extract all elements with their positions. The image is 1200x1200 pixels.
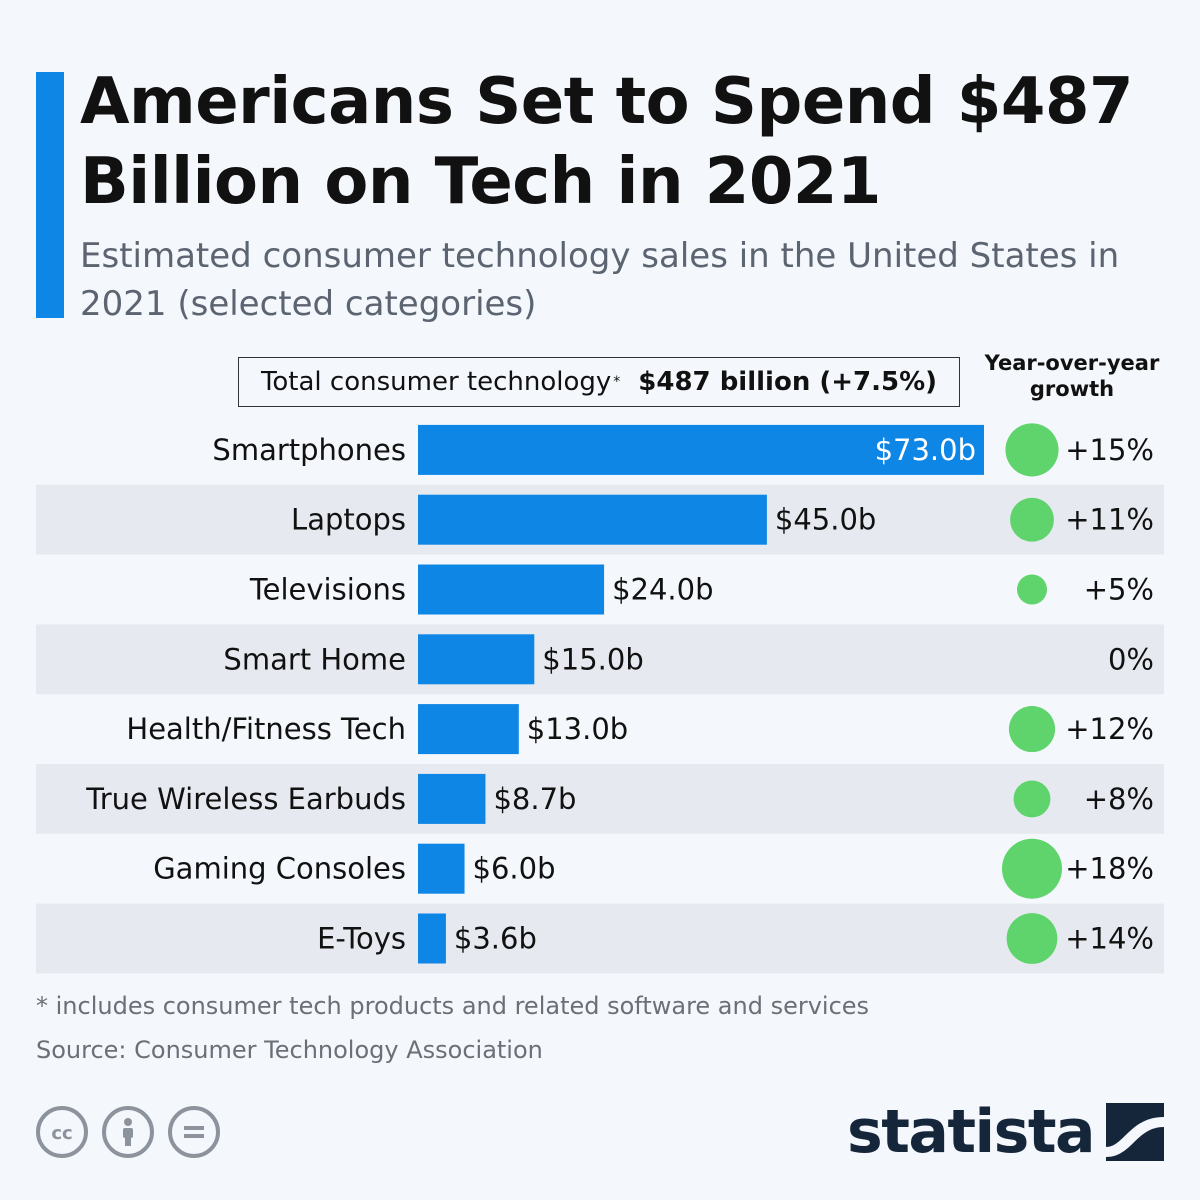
value-label: $6.0b xyxy=(473,852,556,886)
no-derivatives-icon[interactable] xyxy=(168,1106,220,1158)
growth-bubble xyxy=(1006,913,1058,964)
attribution-icon[interactable] xyxy=(102,1106,154,1158)
growth-bubble xyxy=(1008,706,1056,753)
svg-text:cc: cc xyxy=(51,1123,72,1144)
row-band xyxy=(36,624,1164,695)
growth-column-header: Year-over-year growth xyxy=(984,351,1160,401)
growth-label: +14% xyxy=(1065,922,1154,956)
category-label: Smartphones xyxy=(212,433,406,467)
value-label: $24.0b xyxy=(612,573,713,607)
value-label: $73.0b xyxy=(875,433,976,467)
growth-label: +11% xyxy=(1065,503,1154,537)
growth-label: +18% xyxy=(1065,852,1154,886)
bar xyxy=(418,424,984,475)
category-label: Laptops xyxy=(291,503,406,537)
growth-bubble xyxy=(1013,780,1051,818)
value-label: $8.7b xyxy=(493,782,576,816)
bar xyxy=(418,773,486,824)
value-label: $13.0b xyxy=(527,712,628,746)
growth-label: +12% xyxy=(1065,712,1154,746)
category-label: Health/Fitness Tech xyxy=(126,712,406,746)
row-band xyxy=(36,903,1164,974)
value-label: $15.0b xyxy=(542,642,643,676)
bar xyxy=(418,564,605,615)
license-icons: cc xyxy=(36,1106,220,1158)
chart-subtitle: Estimated consumer technology sales in t… xyxy=(80,236,1120,324)
brand-name: statista xyxy=(846,1097,1096,1167)
growth-bubble xyxy=(1017,574,1047,605)
total-footnote-marker: * xyxy=(613,374,621,390)
category-label: Smart Home xyxy=(223,642,406,676)
bar xyxy=(418,913,446,964)
value-label: $3.6b xyxy=(454,922,537,956)
source-note: Source: Consumer Technology Association xyxy=(36,1036,543,1064)
bar xyxy=(418,843,465,894)
growth-bubble xyxy=(1005,423,1059,477)
row-band xyxy=(36,764,1164,834)
growth-bubble xyxy=(1010,497,1054,542)
total-summary-box: Total consumer technology * $487 billion … xyxy=(238,357,960,407)
statista-logo[interactable]: statista xyxy=(847,1100,1164,1164)
total-value: $487 billion (+7.5%) xyxy=(638,367,938,397)
growth-bubble xyxy=(1002,838,1062,899)
bar xyxy=(418,704,519,755)
value-label: $45.0b xyxy=(775,503,876,537)
total-label: Total consumer technology xyxy=(260,367,612,397)
growth-label: +15% xyxy=(1065,433,1154,467)
category-label: True Wireless Earbuds xyxy=(85,782,406,816)
statista-mark-icon xyxy=(1106,1103,1164,1161)
growth-label: +5% xyxy=(1084,573,1154,607)
title-accent-bar xyxy=(36,72,64,318)
bar xyxy=(418,634,535,685)
category-label: E-Toys xyxy=(317,922,406,956)
cc-icon[interactable]: cc xyxy=(36,1106,88,1158)
growth-label: 0% xyxy=(1108,642,1154,676)
category-label: Televisions xyxy=(249,573,406,607)
chart-title: Americans Set to Spend $487 Billion on T… xyxy=(80,65,1134,219)
bar xyxy=(418,494,767,545)
growth-label: +8% xyxy=(1084,782,1154,816)
category-label: Gaming Consoles xyxy=(153,852,406,886)
footnote: * includes consumer tech products and re… xyxy=(36,992,870,1020)
